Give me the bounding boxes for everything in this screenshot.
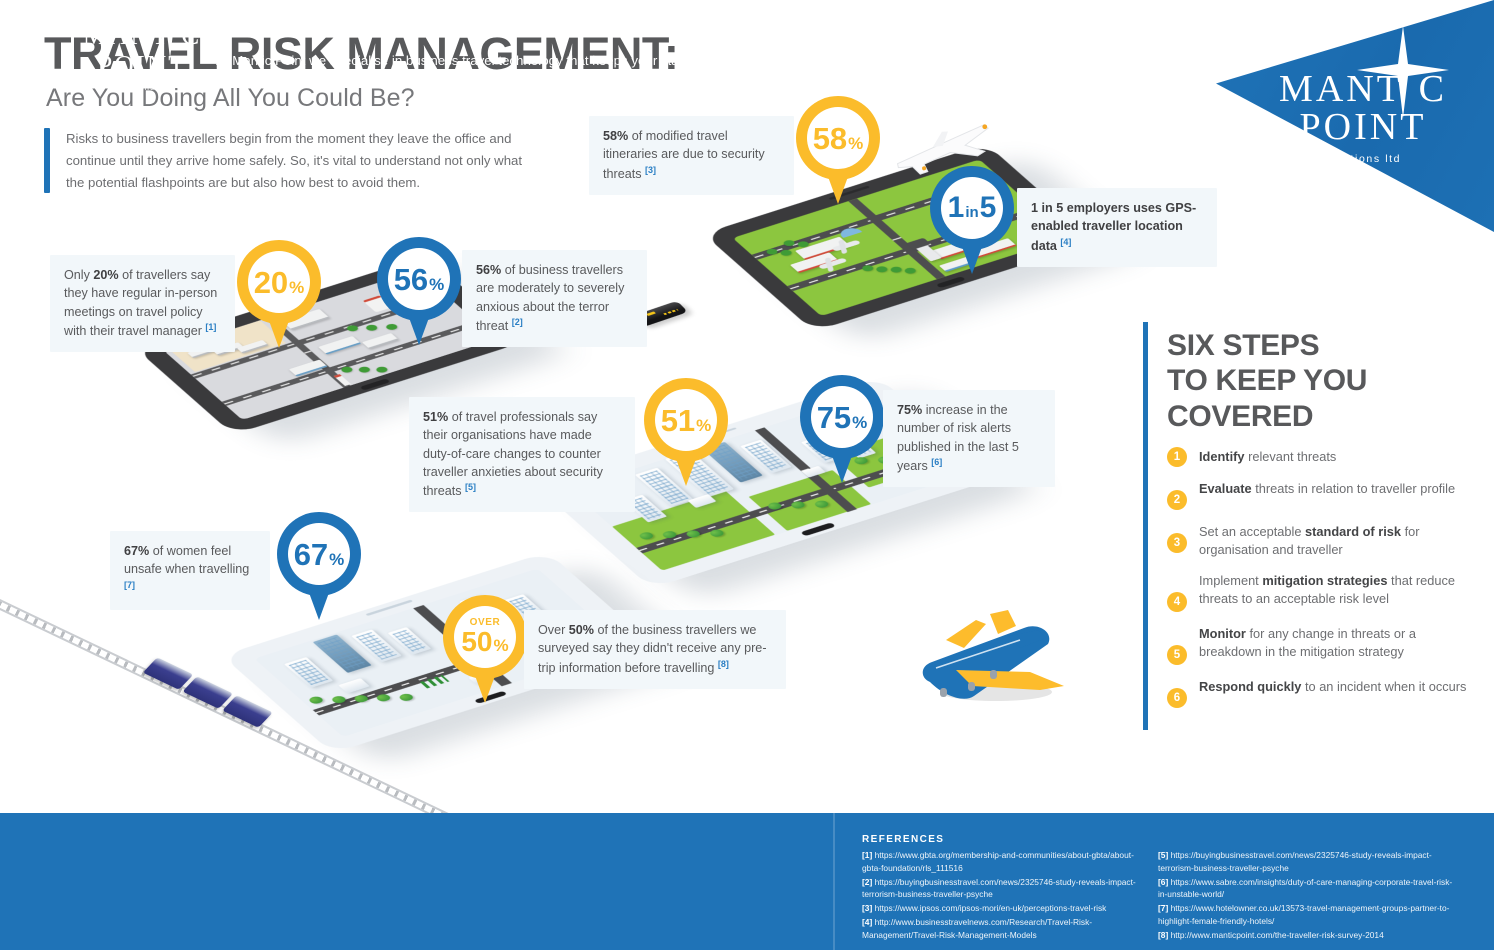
- callout-stat-20: Only 20% of travellers say they have reg…: [50, 255, 235, 353]
- reference-item: [1] https://www.gbta.org/membership-and-…: [862, 850, 1134, 873]
- callout-stat-51: 51% of travel professionals say their or…: [409, 397, 635, 513]
- footer-copy-line1: At Mantic Point we specialise in busines…: [216, 53, 686, 90]
- step-item-6: 6 Respond quickly to an incident when it…: [1167, 677, 1477, 709]
- references-heading: REFERENCES: [862, 834, 945, 845]
- phone-home-button: [935, 276, 966, 289]
- step-text: Implement mitigation strategies that red…: [1199, 573, 1456, 607]
- step-number-badge: 5: [1167, 645, 1187, 666]
- reference-marker: [1]: [205, 321, 217, 332]
- brand-tagline: solutions ltd: [1324, 152, 1402, 165]
- page-title: TRAVEL RISK MANAGEMENT:: [44, 28, 679, 79]
- step-number-badge: 1: [1167, 447, 1187, 467]
- steps-accent-bar: [1143, 322, 1148, 730]
- intro-block: Risks to business travellers begin from …: [44, 128, 524, 194]
- intro-text: Risks to business travellers begin from …: [66, 131, 523, 190]
- references-column-left: [1] https://www.gbta.org/membership-and-…: [862, 849, 1152, 942]
- intro-accent-bar: [44, 128, 50, 194]
- pin-stat-1in5: 1 in 5: [930, 166, 1014, 278]
- step-item-5: 5 Monitor for any change in threats or a…: [1167, 624, 1477, 666]
- page-subtitle: Are You Doing All You Could Be?: [46, 84, 415, 112]
- reference-marker: [6]: [931, 456, 943, 467]
- pin-stat-58: 58%: [796, 96, 880, 208]
- reference-marker: [5]: [465, 482, 477, 492]
- website-link[interactable]: www.manticpoint.com: [368, 109, 509, 125]
- footer: [0, 813, 1494, 950]
- footer-brand-line1: MANTIC: [82, 20, 202, 50]
- step-item-2: 2 Evaluate threats in relation to travel…: [1167, 479, 1477, 510]
- footer-copy: At Mantic Point we specialise in busines…: [216, 50, 716, 128]
- pin-stat-67: 67%: [277, 512, 361, 624]
- references-column-right: [5] https://buyingbusinesstravel.com/new…: [1158, 849, 1458, 942]
- callout-stat-58: 58% of modified travel itineraries are d…: [589, 116, 794, 195]
- step-number-badge: 2: [1167, 490, 1187, 510]
- callout-stat-56: 56% of business travellers are moderatel…: [462, 250, 647, 348]
- reference-item: [5] https://buyingbusinesstravel.com/new…: [1158, 850, 1432, 873]
- over-label: OVER: [469, 617, 501, 628]
- pin-stat-20: 20%: [237, 240, 321, 352]
- callout-stat-over50: Over 50% of the business travellers we s…: [524, 610, 786, 689]
- pin-stat-51: 51%: [644, 378, 728, 490]
- step-text: Identify relevant threats: [1199, 449, 1337, 464]
- pin-stat-75: 75%: [800, 375, 884, 487]
- callout-stat-67: 67% of women feel unsafe when travelling…: [110, 531, 270, 610]
- reference-item: [3] https://www.ipsos.com/ipsos-mori/en-…: [862, 903, 1107, 914]
- brand-logo: MANTIC POINT solutions ltd: [1258, 26, 1468, 165]
- reference-marker: [3]: [645, 164, 657, 175]
- phone-speaker: [365, 599, 413, 616]
- step-item-3: 3 Set an acceptable standard of risk for…: [1167, 522, 1477, 559]
- white-airplane-icon: [883, 109, 1004, 193]
- step-text: Monitor for any change in threats or a b…: [1199, 626, 1416, 660]
- step-item-1: 1 Identify relevant threats: [1167, 447, 1477, 467]
- pin-stat-56: 56%: [377, 237, 461, 349]
- steps-title: SIX STEPS TO KEEP YOU COVERED: [1167, 329, 1368, 433]
- callout-stat-75: 75% increase in the number of risk alert…: [883, 390, 1055, 488]
- reference-marker: [8]: [717, 658, 729, 669]
- reference-item: [7] https://www.hotelowner.co.uk/13573-t…: [1158, 903, 1450, 926]
- footer-divider: [833, 813, 835, 950]
- callout-stat-1in5: 1 in 5 employers uses GPS-enabled travel…: [1017, 188, 1217, 267]
- pin-stat-over50: OVER 50%: [443, 595, 527, 707]
- step-text: Evaluate threats in relation to travelle…: [1199, 481, 1456, 496]
- reference-marker: [7]: [124, 579, 135, 590]
- footer-brand-tagline: solutions ltd: [112, 83, 172, 93]
- step-number-badge: 4: [1167, 592, 1187, 613]
- footer-copy-line2: To find out how visit us at www.manticpo…: [216, 109, 513, 125]
- reference-marker: [2]: [511, 316, 523, 327]
- footer-brand-logo: MANTIC POINT solutions ltd: [52, 0, 232, 93]
- reference-item: [6] https://www.sabre.com/insights/duty-…: [1158, 876, 1453, 900]
- step-text: Respond quickly to an incident when it o…: [1199, 679, 1467, 695]
- reference-item: [8] http://www.manticpoint.com/the-trave…: [1158, 929, 1384, 940]
- airplane-icon: [912, 608, 1082, 723]
- step-text: Set an acceptable standard of risk for o…: [1199, 524, 1420, 558]
- reference-marker: [4]: [1060, 236, 1072, 247]
- brand-name-line1: MANTIC: [1279, 68, 1447, 110]
- steps-list: 1 Identify relevant threats 2 Evaluate t…: [1167, 447, 1477, 720]
- reference-item: [4] http://www.businesstravelnews.com/Re…: [862, 916, 1093, 940]
- step-item-4: 4 Implement mitigation strategies that r…: [1167, 571, 1477, 613]
- reference-item: [2] https://buyingbusinesstravel.com/new…: [862, 876, 1136, 900]
- step-number-badge: 3: [1167, 533, 1187, 553]
- step-number-badge: 6: [1167, 688, 1187, 709]
